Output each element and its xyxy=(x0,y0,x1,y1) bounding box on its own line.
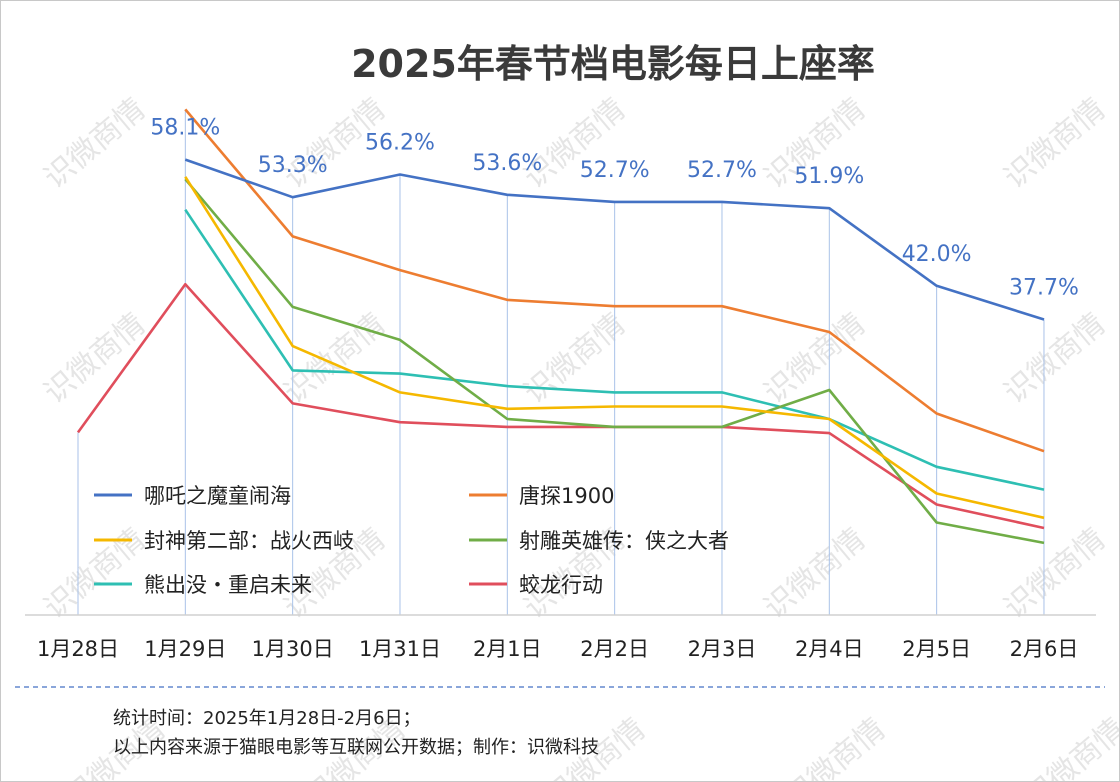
data-label: 58.1% xyxy=(150,116,220,141)
x-tick-label: 1月29日 xyxy=(144,637,226,661)
data-label: 53.3% xyxy=(258,153,328,178)
legend-label: 哪吒之魔童闹海 xyxy=(144,484,291,508)
data-label: 53.6% xyxy=(472,151,542,176)
legend: 哪吒之魔童闹海 唐探1900 封神第二部：战火西岐 射雕英雄传：侠之大者熊出没・重启未… xyxy=(94,484,729,597)
x-tick-label: 1月30日 xyxy=(252,637,334,661)
x-tick-label: 2月5日 xyxy=(902,637,971,661)
series-line xyxy=(184,108,1045,453)
watermark-text: 识微商情 xyxy=(1018,712,1119,781)
x-tick-label: 1月31日 xyxy=(359,637,441,661)
watermark-text: 识微商情 xyxy=(278,307,392,411)
series-line xyxy=(184,208,1045,491)
watermark-text: 识微商情 xyxy=(38,307,152,411)
watermark-text: 识微商情 xyxy=(758,522,872,626)
data-label: 42.0% xyxy=(902,242,972,267)
x-tick-label: 2月1日 xyxy=(473,637,542,661)
data-labels: 58.1% 53.3% 56.2% 53.6% 52.7% 52.7% 51.9% 42.0%… xyxy=(150,116,1079,301)
watermark-text: 识微商情 xyxy=(998,307,1112,411)
data-label: 52.7% xyxy=(580,158,650,183)
data-label: 37.7% xyxy=(1009,275,1079,300)
x-tick-label: 2月3日 xyxy=(688,637,757,661)
series-line xyxy=(76,282,1045,530)
footer-note-source: 以上内容来源于猫眼电影等互联网公开数据；制作：识微科技 xyxy=(113,737,599,758)
x-tick-label: 2月6日 xyxy=(1010,637,1079,661)
series-line xyxy=(184,158,1045,321)
legend-label: 射雕英雄传：侠之大者 xyxy=(519,529,729,553)
watermark-text: 识微商情 xyxy=(38,92,152,196)
legend-label: 封神第二部：战火西岐 xyxy=(144,529,354,553)
x-tick-label: 1月28日 xyxy=(37,637,119,661)
legend-label: 熊出没・重启未来 xyxy=(144,573,312,597)
chart-title: 2025年春节档电影每日上座率 xyxy=(351,42,875,86)
data-label: 51.9% xyxy=(794,164,864,189)
legend-label: 唐探1900 xyxy=(519,484,614,508)
footer-note-time: 统计时间：2025年1月28日-2月6日； xyxy=(113,708,421,729)
legend-label: 蛟龙行动 xyxy=(519,573,603,597)
series-line xyxy=(184,178,1045,545)
series-line xyxy=(184,176,1045,520)
watermark-text: 识微商情 xyxy=(998,92,1112,196)
data-label: 56.2% xyxy=(365,130,435,155)
drop-lines xyxy=(77,109,1045,615)
watermark-text: 识微商情 xyxy=(778,712,892,781)
watermark-text: 识微商情 xyxy=(38,522,152,626)
x-tick-label: 2月4日 xyxy=(795,637,864,661)
x-tick-label: 2月2日 xyxy=(580,637,649,661)
x-tick-labels: 1月28日 1月29日 1月30日 1月31日 2月1日 2月2日 2月3日 2月4日 2月5日… xyxy=(37,637,1078,661)
data-label: 52.7% xyxy=(687,158,757,183)
